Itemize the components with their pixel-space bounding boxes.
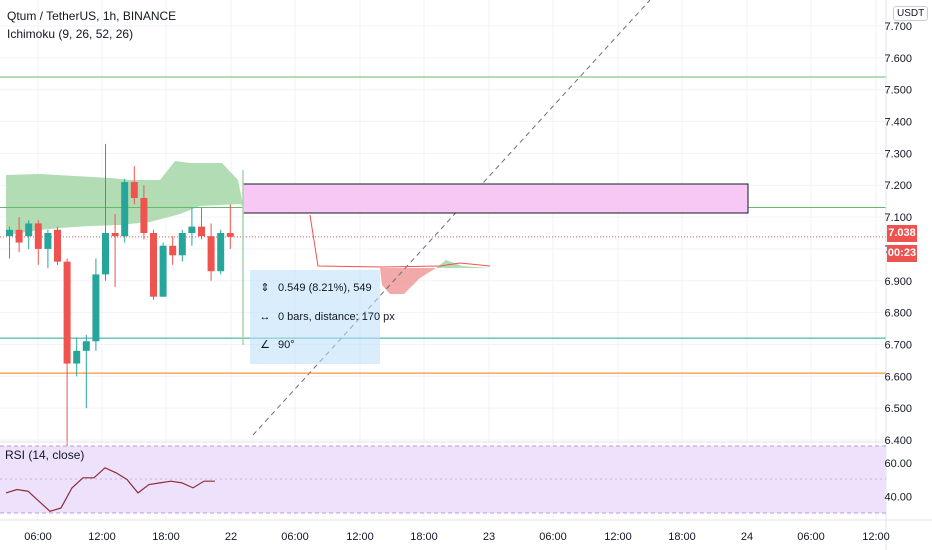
ichimoku-cloud-bullish-forward <box>436 260 490 268</box>
candle-body <box>34 223 42 249</box>
candle-body <box>102 233 109 275</box>
ichimoku-cloud-bullish <box>6 161 258 235</box>
measure-price-range: 0.549 (8.21%), 549 <box>278 281 372 294</box>
time-tick-label: 12:00 <box>88 531 116 543</box>
angle-icon: ∠ <box>260 339 270 351</box>
candle-body <box>198 226 205 237</box>
time-tick-label: 24 <box>741 531 753 543</box>
trend-line[interactable] <box>252 0 651 436</box>
time-tick-label: 18:00 <box>668 531 696 543</box>
rsi-tick-label: 60.00 <box>884 458 912 470</box>
rsi-line <box>5 467 215 512</box>
price-tick-label: 7.500 <box>884 85 912 97</box>
measure-angle: 90° <box>278 338 295 351</box>
candle-body <box>6 229 13 237</box>
price-tick-label: 7.100 <box>884 212 912 224</box>
candle-body <box>188 226 196 233</box>
price-tick-label: 7.200 <box>884 180 912 192</box>
measure-bars-distance: 0 bars, distance: 170 px <box>278 311 395 323</box>
symbol-title[interactable]: Qtum / TetherUS, 1h, BINANCE <box>7 9 176 23</box>
time-tick-label: 12:00 <box>862 531 890 543</box>
highlight-rectangle[interactable] <box>242 183 749 214</box>
price-tick-label: 6.600 <box>884 371 912 383</box>
candle-body <box>140 197 148 233</box>
ichimoku-cloud-bearish <box>380 268 436 294</box>
candle-body <box>44 233 52 249</box>
candlestick-series <box>6 143 234 447</box>
price-axis[interactable]: 7.7007.6007.5007.4007.3007.2007.1007.000… <box>884 21 912 447</box>
bar-range-icon: ↔ <box>259 311 271 323</box>
price-tick-label: 7.400 <box>884 117 912 129</box>
price-tick-label: 6.700 <box>884 339 912 351</box>
rsi-band <box>0 446 886 513</box>
price-tick-label: 7.300 <box>884 148 912 160</box>
price-tick-label: 6.400 <box>884 435 912 447</box>
candle-body <box>207 236 215 272</box>
candle-body <box>226 233 234 237</box>
rsi-axis: 60.00 40.00 <box>884 458 912 504</box>
price-tick-label: 7.600 <box>884 53 912 65</box>
time-tick-label: 22 <box>225 531 237 543</box>
candle-body <box>73 350 81 364</box>
indicator-label[interactable]: Ichimoku (9, 26, 52, 26) <box>7 27 133 41</box>
time-tick-label: 06:00 <box>24 531 52 543</box>
candle-body <box>15 229 23 243</box>
rsi-tick-label: 40.00 <box>884 491 912 503</box>
current-price-tag: 7.038 <box>887 225 917 242</box>
price-range-icon: ⇕ <box>260 282 270 294</box>
candle-body <box>111 233 119 237</box>
time-tick-label: 12:00 <box>604 531 632 543</box>
candle-body <box>121 182 129 237</box>
price-tick-label: 6.900 <box>884 276 912 288</box>
candle-body <box>169 245 177 256</box>
time-tick-label: 06:00 <box>539 531 567 543</box>
time-tick-label: 12:00 <box>346 531 374 543</box>
time-tick-label: 18:00 <box>152 531 180 543</box>
time-axis[interactable]: 06:00 12:00 18:00 22 06:00 12:00 18:00 23 06:00 1… <box>24 531 890 543</box>
price-tick-label: 7.700 <box>884 21 912 33</box>
ichimoku-lagging-line <box>309 214 491 268</box>
currency-badge[interactable]: USDT <box>893 6 929 21</box>
candle-body <box>92 274 100 342</box>
candle-body <box>25 223 33 237</box>
candle-body <box>63 261 71 364</box>
bar-countdown: 00:23 <box>887 245 917 262</box>
candle-body <box>54 229 61 262</box>
rsi-label[interactable]: RSI (14, close) <box>5 448 84 462</box>
candle-body <box>150 233 157 297</box>
time-tick-label: 06:00 <box>797 531 825 543</box>
time-tick-label: 06:00 <box>281 531 309 543</box>
candle-body <box>217 233 225 272</box>
price-tick-label: 6.800 <box>884 308 912 320</box>
candle-body <box>82 341 90 351</box>
candle-body <box>130 182 138 198</box>
candle-body <box>159 245 167 297</box>
time-tick-label: 18:00 <box>410 531 438 543</box>
time-tick-label: 23 <box>483 531 495 543</box>
price-tick-label: 6.500 <box>884 403 912 415</box>
candle-body <box>178 233 186 256</box>
measure-tooltip: ⇕ 0.549 (8.21%), 549 ↔ 0 bars, distance:… <box>250 270 395 364</box>
